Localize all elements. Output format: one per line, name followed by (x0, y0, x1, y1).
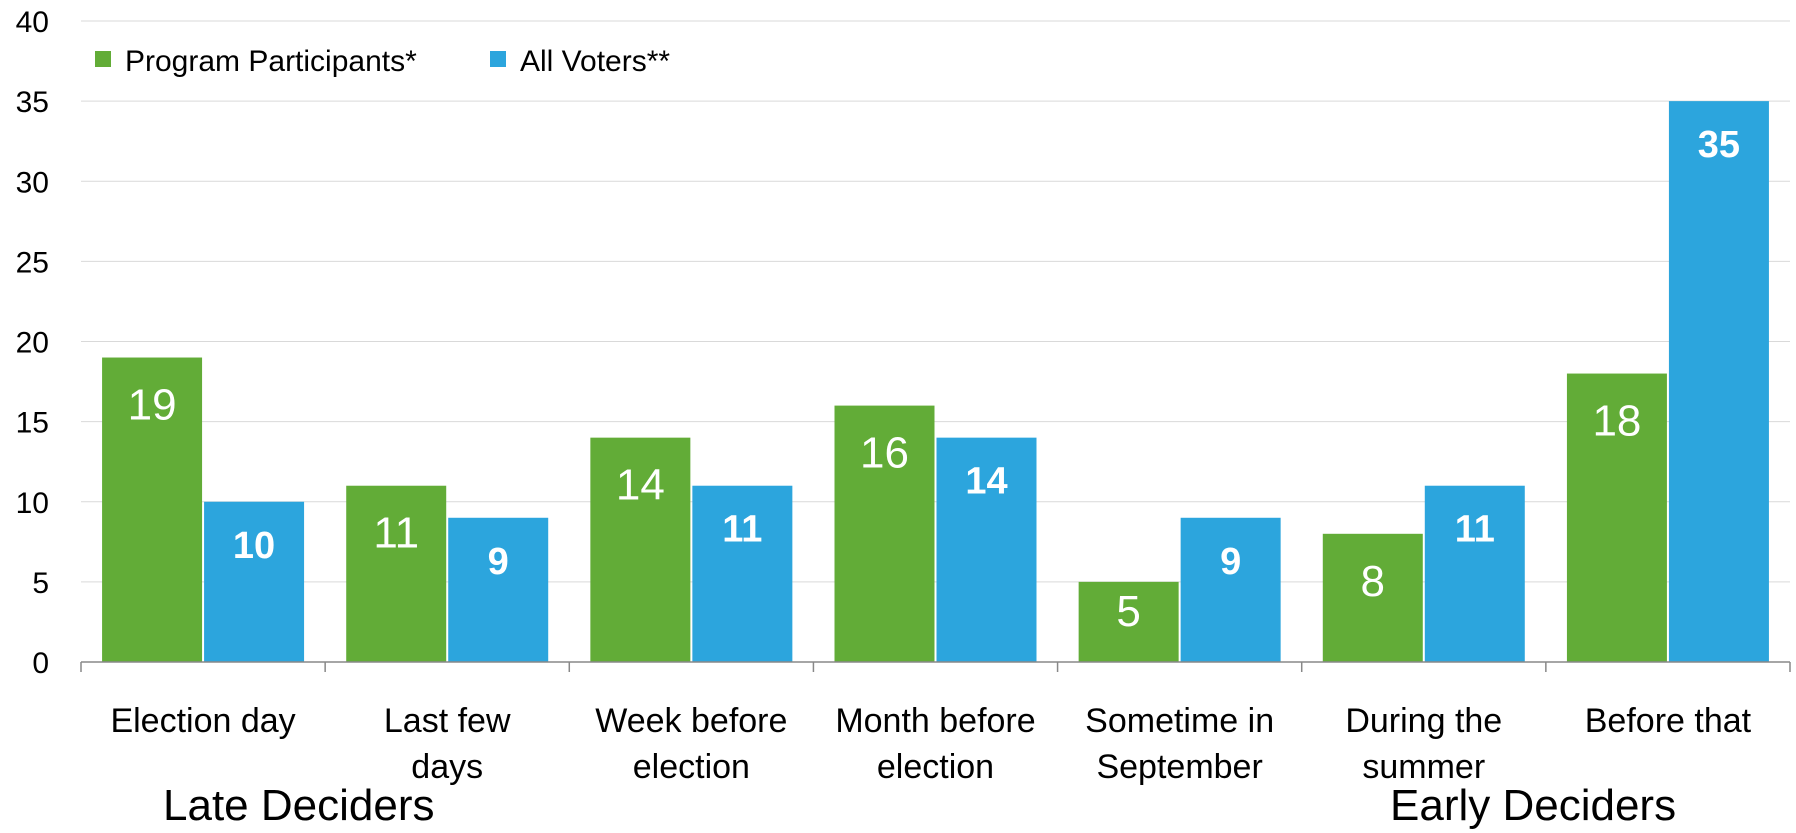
data-label-program-participants: 14 (616, 461, 665, 510)
legend-swatch-program-participants (95, 51, 111, 67)
legend-label-all-voters: All Voters** (520, 45, 670, 78)
y-tick-label-25: 25 (16, 246, 49, 279)
data-label-all-voters: 10 (233, 525, 275, 567)
x-tick-label: Last few (384, 702, 511, 740)
legend-label-program-participants: Program Participants* (125, 45, 417, 78)
x-tick-label: Week before (595, 702, 787, 740)
bar-program-participants (102, 357, 203, 662)
y-tick-label-15: 15 (16, 407, 49, 440)
x-tick-label: election (633, 748, 750, 786)
data-label-all-voters: 9 (1220, 541, 1241, 583)
bar-all-voters (1180, 517, 1281, 662)
bar-program-participants (590, 437, 691, 662)
data-label-all-voters: 9 (488, 541, 509, 583)
bars (102, 101, 1769, 662)
data-label-program-participants: 5 (1116, 587, 1140, 636)
x-tick-label: summer (1362, 748, 1485, 786)
x-axis (80, 661, 1791, 672)
data-label-program-participants: 16 (860, 429, 909, 478)
legend-swatch-all-voters (490, 51, 506, 67)
bar-program-participants (346, 485, 447, 662)
data-label-program-participants: 19 (128, 381, 177, 430)
data-label-program-participants: 18 (1592, 397, 1641, 446)
x-tick-label: days (411, 748, 483, 786)
group-label-early-deciders: Early Deciders (1390, 781, 1676, 830)
y-tick-label-40: 40 (16, 6, 49, 39)
bar-program-participants (1566, 373, 1667, 662)
data-label-all-voters: 14 (965, 461, 1007, 503)
x-tick-label: September (1096, 748, 1262, 786)
x-axis-category-labels: Election day Last few days Week before elect… (110, 702, 1751, 786)
x-tick-label: Month before (835, 702, 1035, 740)
bar-all-voters (1668, 101, 1769, 662)
x-tick-label: Election day (110, 702, 295, 740)
bar-program-participants (1322, 533, 1423, 662)
data-label-program-participants: 8 (1361, 557, 1385, 606)
bar-all-voters (936, 437, 1037, 662)
legend: Program Participants* All Voters** (95, 45, 670, 78)
y-tick-label-10: 10 (16, 487, 49, 520)
bar-all-voters (448, 517, 549, 662)
x-tick-label: During the (1345, 702, 1502, 740)
bar-program-participants (834, 405, 935, 662)
gridlines (81, 20, 1790, 583)
y-tick-label-5: 5 (32, 567, 49, 600)
x-tick-label: election (877, 748, 994, 786)
data-label-all-voters: 35 (1698, 124, 1740, 166)
group-label-late-deciders: Late Deciders (163, 781, 434, 830)
y-tick-label-30: 30 (16, 166, 49, 199)
y-tick-label-35: 35 (16, 86, 49, 119)
y-tick-label-20: 20 (16, 327, 49, 360)
bar-program-participants (1078, 581, 1179, 662)
bar-all-voters (204, 501, 305, 662)
bar-all-voters (1424, 485, 1525, 662)
data-label-all-voters: 11 (1455, 509, 1495, 551)
data-label-program-participants: 11 (373, 509, 419, 558)
x-tick-label: Sometime in (1085, 702, 1274, 740)
y-tick-label-0: 0 (32, 647, 49, 680)
x-tick-label: Before that (1585, 702, 1752, 740)
bar-all-voters (692, 485, 793, 662)
data-labels: 19 10 11 9 14 11 16 14 5 9 8 11 18 35 (128, 124, 1740, 636)
y-axis-ticks: 0 5 10 15 20 25 30 35 40 (16, 6, 49, 680)
data-label-all-voters: 11 (722, 509, 762, 551)
